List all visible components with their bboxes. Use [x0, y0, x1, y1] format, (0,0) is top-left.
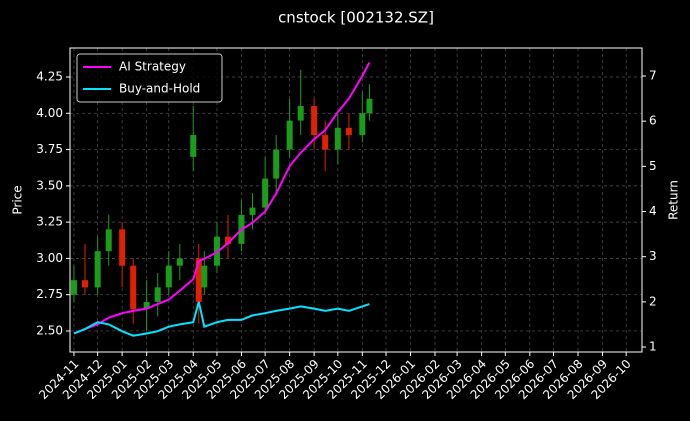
y-tick-label: 4.25 — [36, 70, 63, 84]
y2-axis-label: Return — [667, 180, 681, 220]
y2-tick-label: 2 — [649, 294, 657, 308]
return-line — [73, 62, 371, 335]
y-tick-label: 3.50 — [36, 178, 63, 192]
y2-tick-label: 4 — [649, 204, 657, 218]
candle-body — [359, 113, 366, 136]
y-tick-label: 3.00 — [36, 251, 63, 265]
y-axis-label: Price — [11, 185, 25, 214]
candle-body — [262, 178, 269, 208]
candle-body — [201, 265, 208, 288]
candle-body — [70, 280, 77, 295]
y2-tick-label: 3 — [649, 249, 657, 263]
y2-tick-label: 1 — [649, 340, 657, 354]
candle-body — [119, 229, 126, 266]
candle-body — [165, 265, 172, 288]
candle-body — [334, 127, 341, 150]
y-tick-label: 2.75 — [36, 287, 63, 301]
candle-body — [286, 120, 293, 150]
candle-body — [322, 135, 329, 150]
legend-label: AI Strategy — [119, 60, 186, 74]
candle-body — [345, 127, 352, 136]
candle-body — [130, 265, 137, 310]
candle-body — [225, 236, 232, 244]
candle-body — [195, 258, 202, 302]
return-line — [73, 301, 370, 337]
y2-tick-label: 7 — [649, 69, 657, 83]
legend-box — [76, 53, 223, 103]
candle-body — [366, 98, 373, 114]
candle-body — [94, 251, 101, 288]
candle-body — [82, 280, 89, 288]
y2-tick-label: 6 — [649, 114, 657, 128]
y2-tick-label: 5 — [649, 159, 657, 173]
candle-body — [311, 106, 318, 136]
candle-body — [105, 229, 112, 252]
candle-body — [273, 149, 280, 179]
candle-body — [190, 135, 197, 157]
plot-frame — [69, 47, 643, 353]
candle-body — [297, 106, 304, 121]
y-tick-label: 3.75 — [36, 142, 63, 156]
y-tick-label: 3.25 — [36, 215, 63, 229]
candle-body — [143, 301, 150, 310]
candle-body — [249, 207, 256, 215]
y-tick-label: 4.00 — [36, 106, 63, 120]
legend-label: Buy-and-Hold — [119, 82, 200, 96]
candle-body — [176, 258, 183, 266]
candle-body — [154, 287, 161, 302]
chart-title: cnstock [002132.SZ] — [278, 9, 434, 27]
y-tick-label: 2.50 — [36, 323, 63, 337]
